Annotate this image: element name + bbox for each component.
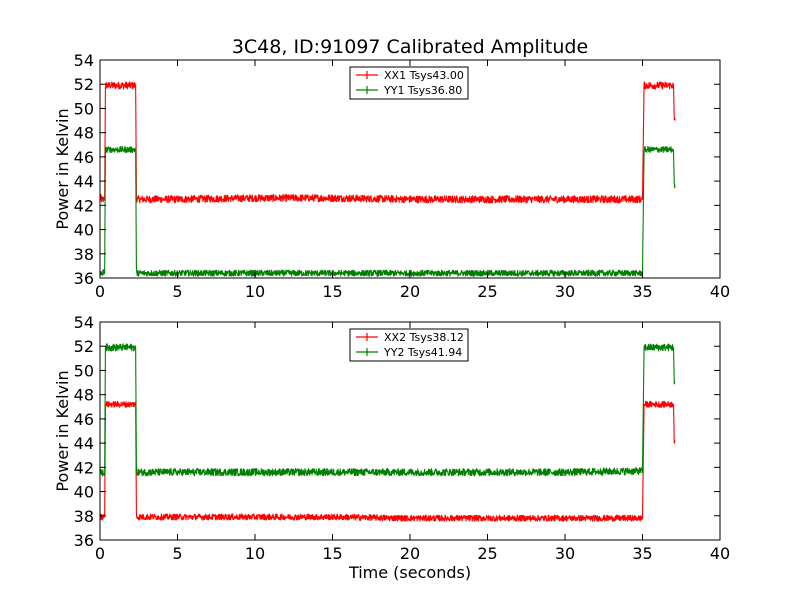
y-axis-label: Power in Kelvin bbox=[53, 370, 72, 491]
y-tick-label: 48 bbox=[74, 386, 94, 405]
plot-panels: 0 5 10 15 20 25 30 35 4036384042444648505254Powe… bbox=[53, 51, 730, 563]
y-tick-label: 36 bbox=[74, 531, 94, 550]
y-tick-label: 54 bbox=[74, 51, 94, 70]
y-tick-label: 50 bbox=[74, 361, 94, 380]
x-tick-label: 5 bbox=[172, 282, 182, 301]
series-line-1 bbox=[100, 81, 676, 204]
x-tick-label: 25 bbox=[477, 544, 497, 563]
x-tick-label: 30 bbox=[555, 282, 575, 301]
x-tick-label: 25 bbox=[477, 282, 497, 301]
x-tick-label: 0 bbox=[95, 544, 105, 563]
y-tick-label: 40 bbox=[74, 483, 94, 502]
x-tick-label: 10 bbox=[245, 544, 265, 563]
legend-box bbox=[349, 66, 469, 100]
x-tick-label: 10 bbox=[245, 282, 265, 301]
y-tick-label: 38 bbox=[74, 507, 94, 526]
series-line-1 bbox=[100, 400, 676, 522]
series-line-2 bbox=[100, 146, 676, 277]
y-axis-label: Power in Kelvin bbox=[53, 108, 72, 229]
legend-entry: YY2 Tsys41.94 bbox=[383, 346, 462, 359]
chart-title: 3C48, ID:91097 Calibrated Amplitude bbox=[232, 36, 588, 58]
y-tick-label: 42 bbox=[74, 458, 94, 477]
legend-entry: XX2 Tsys38.12 bbox=[384, 331, 464, 344]
y-tick-label: 50 bbox=[74, 99, 94, 118]
x-tick-label: 20 bbox=[400, 282, 420, 301]
legend: XX2 Tsys38.12 YY2 Tsys41.94 bbox=[349, 328, 469, 362]
series-group bbox=[100, 81, 676, 277]
y-tick-label: 46 bbox=[74, 410, 94, 429]
x-tick-label: 0 bbox=[95, 282, 105, 301]
x-tick-label: 30 bbox=[555, 544, 575, 563]
y-tick-label: 40 bbox=[74, 221, 94, 240]
y-tick-label: 38 bbox=[74, 245, 94, 264]
x-tick-label: 35 bbox=[632, 544, 652, 563]
y-tick-label: 42 bbox=[74, 196, 94, 215]
series-group bbox=[100, 343, 676, 522]
y-tick-label: 44 bbox=[74, 434, 94, 453]
y-tick-label: 52 bbox=[74, 337, 94, 356]
legend: XX1 Tsys43.00 YY1 Tsys36.80 bbox=[349, 66, 469, 100]
y-tick-label: 52 bbox=[74, 75, 94, 94]
series-line-2 bbox=[100, 343, 676, 477]
x-tick-label: 40 bbox=[710, 544, 730, 563]
x-tick-label: 15 bbox=[322, 282, 342, 301]
plot-panel-1: 0 5 10 15 20 25 30 35 40 36 38 40 42 44 46 48 50 52 54 Powe… bbox=[53, 51, 730, 301]
plot-panel-2: 0 5 10 15 20 25 30 35 40 36 38 40 42 44 46 48 50 52 54 Powe… bbox=[53, 313, 730, 563]
y-tick-label: 44 bbox=[74, 172, 94, 191]
x-tick-label: 5 bbox=[172, 544, 182, 563]
x-tick-label: 35 bbox=[632, 282, 652, 301]
y-tick-label: 46 bbox=[74, 148, 94, 167]
legend-entry: XX1 Tsys43.00 bbox=[384, 69, 464, 82]
x-tick-label: 40 bbox=[710, 282, 730, 301]
y-tick-label: 36 bbox=[74, 269, 94, 288]
y-tick-label: 48 bbox=[74, 124, 94, 143]
x-tick-label: 20 bbox=[400, 544, 420, 563]
legend-box bbox=[349, 328, 469, 362]
y-tick-label: 54 bbox=[74, 313, 94, 332]
x-axis-label: Time (seconds) bbox=[348, 563, 471, 582]
x-tick-label: 15 bbox=[322, 544, 342, 563]
legend-entry: YY1 Tsys36.80 bbox=[383, 84, 462, 97]
